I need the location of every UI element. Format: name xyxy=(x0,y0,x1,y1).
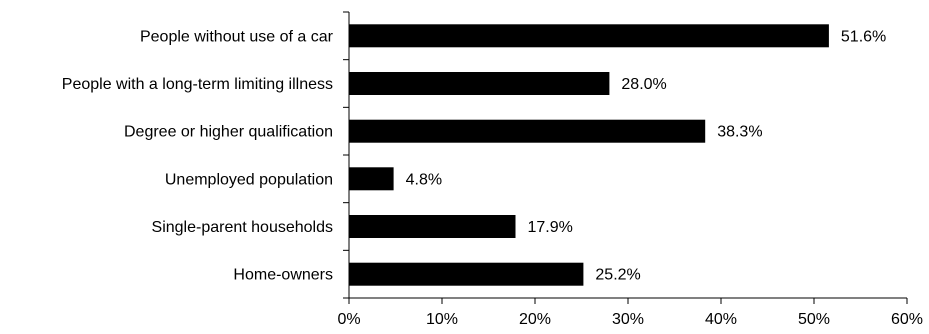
value-label: 25.2% xyxy=(595,267,640,284)
value-label: 28.0% xyxy=(621,76,666,93)
bar xyxy=(349,262,584,286)
category-label: Single-parent households xyxy=(152,219,333,236)
x-tick-label: 10% xyxy=(426,311,458,328)
bar xyxy=(349,167,394,191)
x-tick-label: 0% xyxy=(337,311,360,328)
bar xyxy=(349,24,829,48)
category-label: Unemployed population xyxy=(165,171,333,188)
x-tick-label: 30% xyxy=(612,311,644,328)
bars-layer xyxy=(349,24,829,286)
value-label: 4.8% xyxy=(406,171,442,188)
value-label: 51.6% xyxy=(841,28,886,45)
x-tick-label: 60% xyxy=(891,311,923,328)
value-label: 17.9% xyxy=(528,219,573,236)
x-tick-label: 50% xyxy=(798,311,830,328)
category-label: Home-owners xyxy=(233,267,333,284)
category-label: People with a long-term limiting illness xyxy=(62,76,333,93)
x-tick-label: 40% xyxy=(705,311,737,328)
bar xyxy=(349,119,706,143)
axes-layer xyxy=(343,11,908,304)
labels-layer: People without use of a car 51.6% People w… xyxy=(62,28,923,328)
x-tick-label: 20% xyxy=(519,311,551,328)
bar xyxy=(349,215,516,238)
bar xyxy=(349,72,610,95)
category-label: People without use of a car xyxy=(140,28,334,45)
category-label: Degree or higher qualification xyxy=(124,124,333,141)
value-label: 38.3% xyxy=(717,124,762,141)
